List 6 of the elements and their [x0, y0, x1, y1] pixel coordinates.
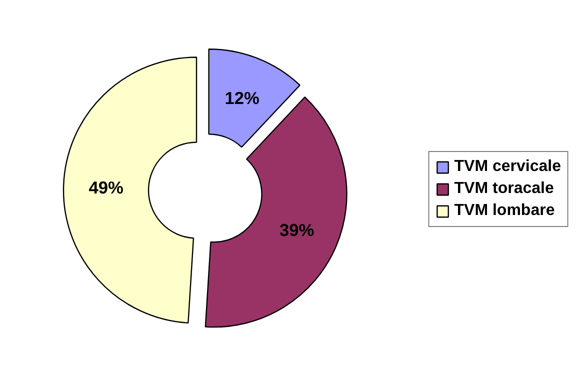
legend-label: TVM lombare [454, 202, 555, 220]
legend-label: TVM cervicale [454, 158, 561, 176]
data-label: 49% [88, 177, 124, 198]
data-label: 12% [224, 88, 260, 108]
legend-label: TVM toracale [454, 180, 554, 198]
data-label: 39% [279, 220, 314, 240]
